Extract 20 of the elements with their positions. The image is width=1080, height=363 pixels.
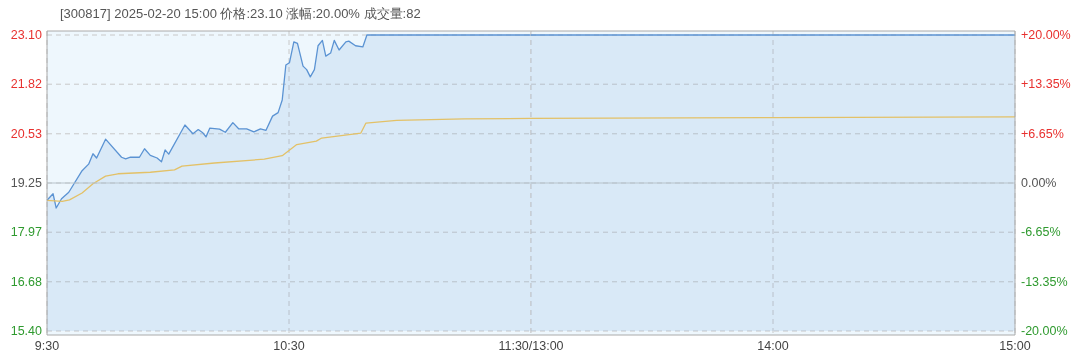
y-tick-label: 19.25 bbox=[10, 176, 43, 190]
y2-tick-label: +13.35% bbox=[1021, 77, 1071, 92]
x-tick-label: 15:00 bbox=[999, 339, 1031, 353]
x-tick-label: 11:30/13:00 bbox=[498, 339, 564, 353]
y2-tick-label: -20.00% bbox=[1021, 324, 1068, 338]
y-tick-label: 21.82 bbox=[10, 77, 43, 92]
x-tick-label: 14:00 bbox=[757, 339, 789, 353]
y-tick-label: 20.53 bbox=[10, 126, 43, 141]
y-tick-label: 23.10 bbox=[10, 28, 43, 42]
chart-title: [300817] 2025-02-20 15:00 价格:23.10 涨幅:20.00% 成交量:82 bbox=[60, 6, 421, 21]
y2-tick-label: 0.00% bbox=[1021, 176, 1057, 190]
y-tick-label: 17.97 bbox=[10, 225, 43, 240]
y-tick-label: 15.40 bbox=[10, 324, 43, 338]
x-tick-label: 9:30 bbox=[34, 339, 60, 353]
y2-tick-label: +20.00% bbox=[1021, 28, 1071, 42]
x-tick-label: 10:30 bbox=[273, 339, 305, 353]
y-tick-label: 16.68 bbox=[10, 274, 43, 289]
y2-tick-label: +6.65% bbox=[1021, 126, 1064, 141]
y2-tick-label: -13.35% bbox=[1021, 274, 1068, 289]
y2-tick-label: -6.65% bbox=[1021, 225, 1061, 240]
